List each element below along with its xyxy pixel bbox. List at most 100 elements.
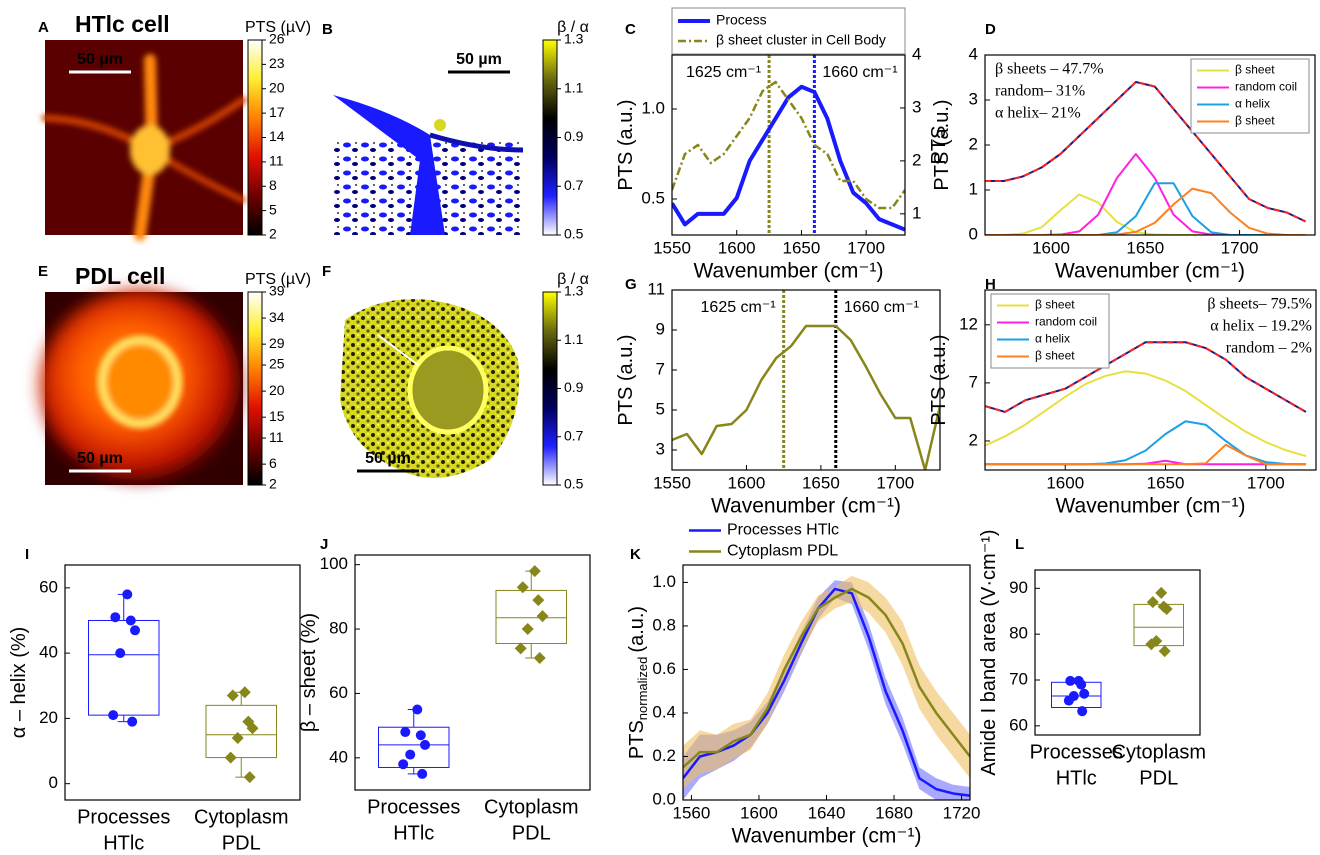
x-tick-label: 1550 bbox=[653, 238, 691, 257]
data-point bbox=[532, 594, 545, 607]
data-point bbox=[125, 615, 136, 626]
series-line bbox=[985, 443, 1306, 466]
data-point bbox=[224, 751, 237, 764]
x-tick-label: 1720 bbox=[943, 803, 981, 822]
x-tick-label: HTlc bbox=[393, 822, 434, 844]
legend-label: random coil bbox=[1235, 80, 1297, 94]
y-tick-label: 0 bbox=[49, 773, 58, 792]
data-point bbox=[1146, 596, 1159, 609]
data-point bbox=[536, 610, 549, 623]
panel-letter: I bbox=[25, 546, 29, 563]
data-point bbox=[412, 704, 423, 715]
x-tick-label: 1550 bbox=[653, 473, 691, 492]
x-tick-label: Processes bbox=[1030, 741, 1123, 763]
x-axis-label: Wavenumber (cm⁻¹) bbox=[1056, 495, 1246, 518]
x-axis-label: Wavenumber (cm⁻¹) bbox=[694, 260, 884, 283]
axes-frame bbox=[671, 289, 941, 471]
panel-letter: H bbox=[985, 276, 996, 293]
colorbar-tick-label: 0.5 bbox=[564, 226, 584, 242]
annotation: α helix– 21% bbox=[995, 105, 1081, 122]
data-point bbox=[246, 722, 259, 735]
series-line bbox=[985, 341, 1307, 413]
series-line bbox=[985, 182, 1306, 235]
colorbar bbox=[542, 39, 558, 236]
colorbar bbox=[247, 39, 263, 236]
y-tick-label: 70 bbox=[1009, 669, 1028, 688]
colorbar-tick-label: 39 bbox=[269, 283, 285, 299]
y-tick-label: 1 bbox=[969, 179, 978, 198]
x-tick-label: 1650 bbox=[1147, 473, 1185, 492]
y-tick-label: 2 bbox=[912, 150, 921, 169]
x-tick-label: HTlc bbox=[1056, 767, 1097, 789]
micrograph bbox=[333, 290, 523, 485]
legend-label: β sheet bbox=[1035, 349, 1075, 363]
colorbar-tick-label: 1.3 bbox=[564, 31, 584, 47]
colorbar-label: PTS (µV) bbox=[245, 19, 311, 36]
data-point bbox=[130, 625, 141, 636]
annotation: β sheets – 47.7% bbox=[995, 61, 1104, 78]
series-line bbox=[985, 81, 1307, 223]
y-axis-label: α – helix (%) bbox=[8, 627, 30, 739]
scale-bar-label: 50 µm bbox=[77, 51, 123, 68]
panel-letter: J bbox=[320, 536, 328, 553]
y-tick-label: 0.6 bbox=[652, 659, 676, 678]
y-tick-label: 12 bbox=[959, 314, 978, 333]
y-axis-label-part: β – sheet (%) bbox=[298, 613, 320, 732]
y-tick-label: 0.0 bbox=[652, 789, 676, 808]
panel-letter: B bbox=[322, 21, 333, 38]
colorbar-tick-label: 26 bbox=[269, 31, 285, 47]
series-line bbox=[672, 84, 905, 232]
y-tick-label: 2 bbox=[969, 134, 978, 153]
colorbar-tick-label: 2 bbox=[269, 476, 277, 492]
series-line bbox=[985, 153, 1306, 235]
data-point bbox=[115, 648, 126, 659]
data-point bbox=[1063, 695, 1074, 706]
y-axis-label-part: PTS bbox=[928, 126, 950, 165]
y-axis-label-part: PTS (a.u.) bbox=[928, 334, 950, 425]
y-tick-label: 60 bbox=[39, 577, 58, 596]
y-tick-label: 40 bbox=[39, 643, 58, 662]
colorbar-tick-label: 29 bbox=[269, 335, 285, 351]
data-point bbox=[528, 565, 541, 578]
x-tick-label: 1640 bbox=[808, 803, 846, 822]
y-axis-label-part: PTS (a.u.) bbox=[615, 99, 637, 190]
x-axis-label: Wavenumber (cm⁻¹) bbox=[732, 825, 922, 848]
data-point bbox=[417, 768, 428, 779]
x-tick-label: 1680 bbox=[875, 803, 913, 822]
y-tick-label: 1.0 bbox=[641, 98, 665, 117]
y-tick-label: 0.4 bbox=[652, 702, 676, 721]
legend-label: random coil bbox=[1035, 315, 1097, 329]
y-axis-label: PTS bbox=[928, 126, 950, 165]
data-point bbox=[110, 612, 121, 623]
data-point bbox=[1145, 638, 1158, 651]
y-tick-label: 2 bbox=[969, 430, 978, 449]
x-tick-label: Processes bbox=[77, 806, 170, 828]
y-tick-label: 11 bbox=[647, 279, 665, 298]
data-point bbox=[1160, 602, 1173, 615]
x-tick-label: 1700 bbox=[876, 473, 914, 492]
colorbar-tick-label: 5 bbox=[269, 201, 277, 217]
data-point bbox=[1079, 688, 1090, 699]
colorbar-tick-label: 25 bbox=[269, 356, 285, 372]
y-tick-label: 40 bbox=[329, 747, 348, 766]
y-axis-label-part: PTS (a.u.) bbox=[931, 99, 953, 190]
y-tick-label: 5 bbox=[656, 399, 665, 418]
colorbar-tick-label: 15 bbox=[269, 408, 285, 424]
data-point bbox=[516, 581, 529, 594]
series-line bbox=[985, 420, 1306, 466]
box bbox=[88, 619, 160, 716]
y-tick-label: 20 bbox=[39, 708, 58, 727]
axes-frame bbox=[984, 289, 1317, 471]
legend-label: β sheet bbox=[1235, 114, 1275, 128]
y-tick-label: 80 bbox=[1009, 624, 1028, 643]
colorbar-tick-label: 14 bbox=[269, 128, 285, 144]
y-tick-label: 7 bbox=[969, 372, 978, 391]
x-tick-label: 1600 bbox=[728, 473, 766, 492]
annotation: α helix – 19.2% bbox=[1210, 318, 1312, 335]
colorbar bbox=[542, 291, 558, 486]
series-line bbox=[672, 324, 940, 470]
colorbar-tick-label: 20 bbox=[269, 382, 285, 398]
y-axis-label-part: PTS (a.u.) bbox=[615, 334, 637, 425]
y-axis-label-part: PTS bbox=[626, 720, 648, 759]
